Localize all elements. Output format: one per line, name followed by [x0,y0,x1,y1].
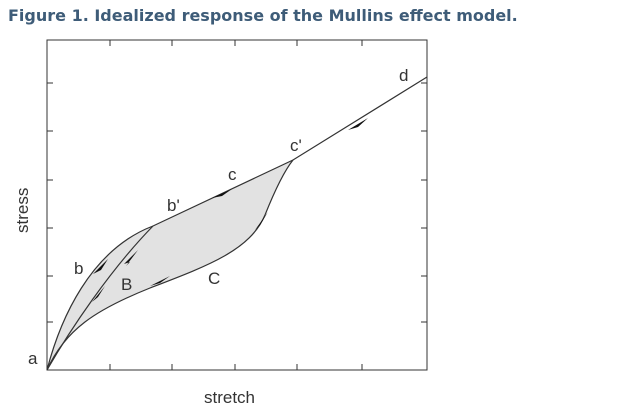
figure-title: Figure 1. Idealized response of the Mull… [8,6,518,25]
shaded-region [47,160,293,370]
frame [46,39,428,371]
arrows [92,118,368,302]
label-c: c [228,165,237,184]
label-a: a [28,349,38,368]
label-b: b [74,259,83,278]
x-axis-label: stretch [204,388,255,407]
label-B: B [121,275,132,294]
label-b-prime: b' [167,196,180,215]
curves [46,76,428,371]
label-C: C [208,269,220,288]
label-d: d [399,66,408,85]
label-c-prime: c' [290,136,302,155]
y-axis-label: stress [13,188,32,233]
